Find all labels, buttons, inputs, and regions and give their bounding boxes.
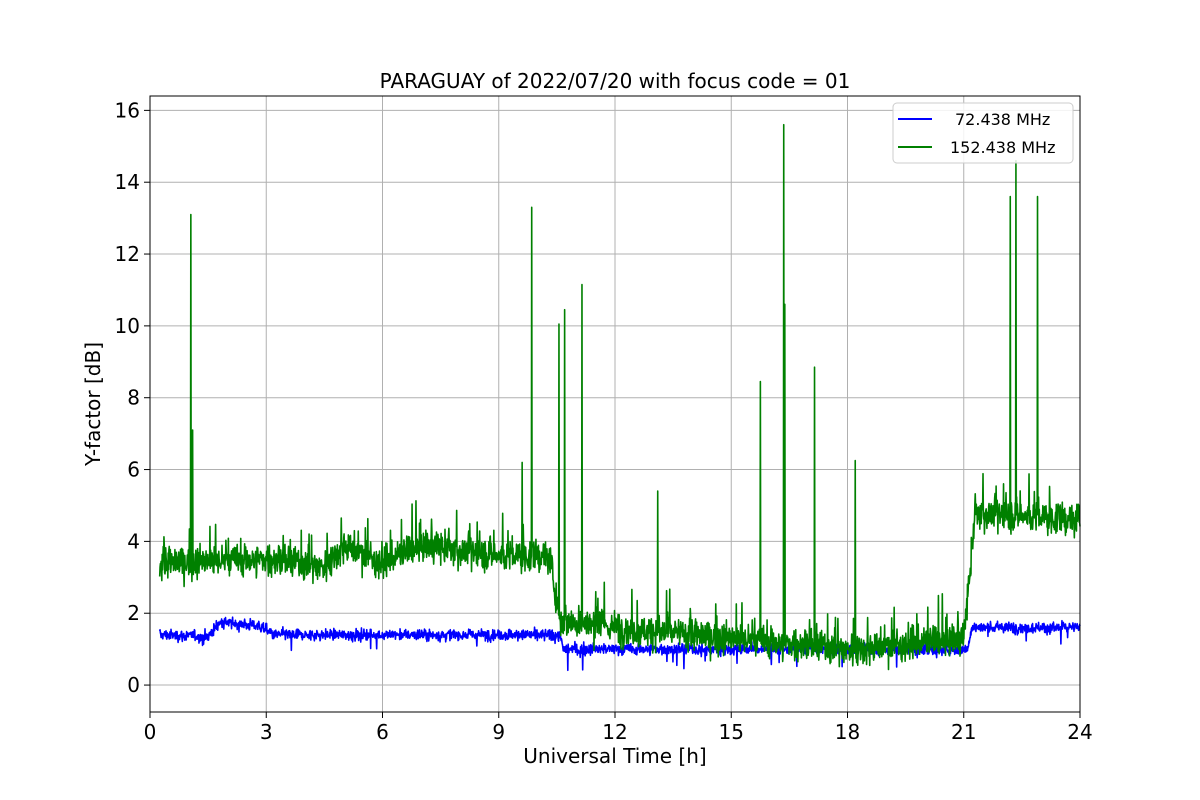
- legend-box: [892, 102, 1074, 164]
- x-tick-label: 18: [835, 720, 860, 744]
- x-tick-label: 12: [602, 720, 627, 744]
- x-tick-label: 24: [1067, 720, 1092, 744]
- legend-label-152mhz: 152.438 MHz: [950, 138, 1055, 157]
- y-tick-label: 8: [127, 386, 140, 410]
- y-axis-label: Y-factor [dB]: [81, 342, 105, 467]
- y-tick-label: 6: [127, 458, 140, 482]
- x-axis-label: Universal Time [h]: [523, 744, 706, 768]
- legend: 72.438 MHz 152.438 MHz: [892, 102, 1074, 164]
- y-tick-label: 4: [127, 529, 140, 553]
- y-tick-label: 10: [115, 314, 140, 338]
- y-tick-label: 16: [115, 98, 140, 122]
- legend-label-72mhz: 72.438 MHz: [955, 110, 1050, 129]
- x-tick-label: 3: [260, 720, 273, 744]
- y-tick-label: 14: [115, 170, 140, 194]
- plot-series: [158, 123, 1081, 672]
- x-tick-label: 21: [951, 720, 976, 744]
- chart-title: PARAGUAY of 2022/07/20 with focus code =…: [380, 69, 851, 93]
- series-line-152mhz: [158, 123, 1081, 671]
- x-tick-label: 6: [376, 720, 389, 744]
- y-tick-label: 12: [115, 242, 140, 266]
- y-tick-label: 0: [127, 673, 140, 697]
- x-tick-label: 0: [144, 720, 157, 744]
- x-tick-label: 9: [492, 720, 505, 744]
- x-tick-label: 15: [719, 720, 744, 744]
- y-tick-label: 2: [127, 601, 140, 625]
